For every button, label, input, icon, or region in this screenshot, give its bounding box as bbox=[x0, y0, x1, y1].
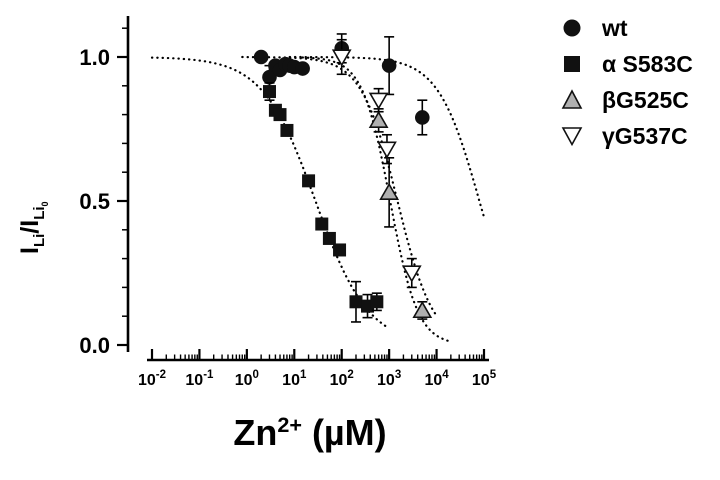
marker-circle bbox=[295, 61, 310, 76]
x-tick-label: 105 bbox=[472, 369, 497, 389]
y-axis-label: ILi/ILi0 bbox=[16, 201, 50, 254]
marker-square bbox=[273, 108, 287, 122]
legend-label-wt: wt bbox=[602, 14, 628, 41]
marker-square bbox=[322, 231, 336, 245]
marker-triangle-down bbox=[401, 265, 422, 283]
marker-triangle-up bbox=[412, 300, 433, 319]
x-tick-label: 103 bbox=[377, 369, 401, 389]
y-label-li2: Li bbox=[31, 206, 48, 220]
marker-square bbox=[302, 174, 316, 188]
legend-label-alpha-s583c: α S583C bbox=[602, 50, 693, 77]
legend-label-gamma-g537c: γG537C bbox=[602, 122, 688, 149]
open-triangle-down-icon bbox=[561, 127, 583, 147]
series-1 bbox=[262, 82, 384, 323]
gray-triangle-up-icon bbox=[561, 89, 583, 109]
x-label-sup: 2+ bbox=[277, 412, 302, 437]
legend-item-wt: wt bbox=[560, 10, 693, 46]
y-tick-label: 0.5 bbox=[79, 189, 110, 214]
x-tick-label: 101 bbox=[282, 369, 307, 389]
x-label-unit: (µM) bbox=[301, 412, 387, 453]
series-0 bbox=[253, 33, 430, 136]
marker-circle bbox=[414, 110, 430, 125]
marker-square bbox=[333, 243, 347, 257]
marker-triangle-down bbox=[331, 49, 352, 67]
marker-circle bbox=[381, 58, 397, 73]
x-tick-label: 102 bbox=[330, 369, 354, 389]
marker-square bbox=[315, 217, 329, 231]
marker-square bbox=[262, 85, 276, 99]
marker-circle bbox=[262, 69, 277, 85]
marker-triangle-down bbox=[368, 92, 389, 110]
marker-triangle-down bbox=[377, 141, 397, 159]
marker-square bbox=[370, 295, 384, 309]
x-tick-label: 10-2 bbox=[138, 369, 166, 389]
fit-curve-2 bbox=[301, 56, 452, 343]
x-tick-label: 10-1 bbox=[185, 369, 214, 389]
y-label-slash: / bbox=[16, 226, 44, 234]
marker-square bbox=[349, 295, 363, 309]
fit-curve-0 bbox=[288, 55, 486, 219]
legend-item-gamma-g537c: γG537C bbox=[560, 118, 693, 154]
y-label-i2: I bbox=[16, 219, 44, 227]
marker-triangle-up bbox=[368, 110, 389, 128]
x-label-base: Zn bbox=[233, 412, 278, 453]
axes: 0.0 0.5 1.0 10-2 10-1 100 101 102 103 104 105 bbox=[79, 16, 497, 389]
marker-circle bbox=[253, 49, 269, 65]
x-axis-label: Zn2+ (µM) bbox=[130, 412, 490, 454]
x-tick-label: 100 bbox=[235, 369, 259, 389]
y-tick-label: 0.0 bbox=[79, 333, 110, 358]
legend-label-beta-g525c: βG525C bbox=[602, 86, 689, 113]
marker-triangle-up bbox=[379, 182, 400, 200]
fit-curve-3 bbox=[241, 55, 438, 317]
y-label-zero: 0 bbox=[40, 201, 50, 207]
marker-square bbox=[280, 123, 294, 137]
y-label-i1: I bbox=[16, 247, 44, 254]
series-3 bbox=[331, 38, 422, 289]
legend-item-alpha-s583c: α S583C bbox=[560, 46, 693, 82]
legend: wt α S583C βG525C γG537C bbox=[560, 10, 693, 154]
x-tick-label: 104 bbox=[424, 369, 449, 389]
legend-item-beta-g525c: βG525C bbox=[560, 82, 693, 118]
filled-circle-icon bbox=[563, 19, 581, 37]
y-tick-label: 1.0 bbox=[79, 45, 110, 70]
series-2 bbox=[368, 108, 433, 320]
y-label-li1: Li bbox=[31, 233, 48, 248]
filled-square-icon bbox=[564, 56, 580, 72]
